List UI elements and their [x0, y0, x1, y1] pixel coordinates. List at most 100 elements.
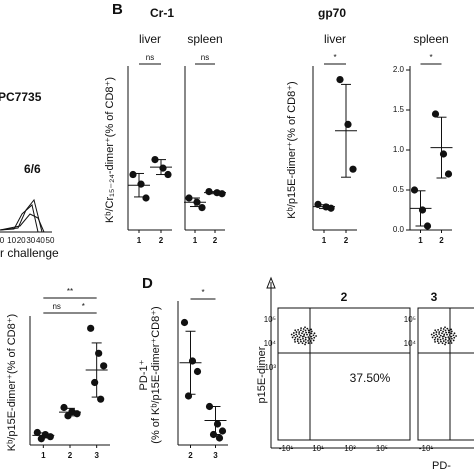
y-tick-label: 10⁴: [264, 339, 277, 348]
event-dot: [312, 334, 315, 337]
data-point: [180, 318, 189, 327]
data-point: [159, 164, 167, 172]
event-dot: [300, 340, 302, 343]
quadrant-label: 37.50%: [350, 371, 391, 385]
event-dot: [310, 328, 313, 331]
plot-title: 2: [341, 290, 348, 304]
event-dot: [430, 333, 433, 336]
x-tick-label: 10³: [344, 444, 356, 453]
event-dot: [455, 335, 457, 337]
event-dot: [450, 330, 453, 333]
data-point: [142, 194, 150, 202]
significance-label: ns: [146, 53, 154, 62]
event-dot: [433, 334, 435, 337]
event-dot: [294, 336, 297, 339]
data-point: [137, 180, 145, 188]
x-tick-label: 50: [46, 236, 55, 245]
event-dot: [307, 331, 310, 334]
event-dot: [440, 340, 442, 343]
section-title: Cr-1: [150, 6, 174, 20]
event-dot: [310, 340, 312, 342]
chart-title: liver: [324, 32, 346, 46]
x-tick-label: 30: [26, 236, 35, 245]
event-dot: [442, 328, 445, 330]
x-tick-label: 2: [188, 451, 193, 460]
event-dot: [291, 336, 294, 339]
event-dot: [298, 333, 300, 335]
data-point: [193, 198, 201, 206]
y-tick-label: 10⁴: [404, 339, 417, 348]
event-dot: [307, 339, 310, 342]
x-tick-label: 20: [17, 236, 26, 245]
series-label: PC7735: [0, 90, 42, 104]
y-axis-label: (% of Kᵇ/p15E-dimer⁺CD8⁺): [150, 306, 162, 443]
event-dot: [444, 343, 446, 346]
x-tick-label: 3: [213, 451, 218, 460]
event-dot: [444, 341, 447, 344]
data-point: [215, 434, 224, 442]
event-dot: [439, 329, 442, 332]
event-dot: [310, 332, 313, 335]
y-axis-label: Kᵇ/p15E-dimer⁺(% of CD8⁺): [6, 314, 18, 451]
survival-curves: [0, 198, 52, 233]
x-tick-label: 2: [159, 236, 164, 245]
event-dot: [437, 342, 440, 345]
event-dot: [440, 327, 442, 330]
event-dot: [299, 329, 302, 332]
x-tick-label: 2: [68, 451, 73, 460]
x-tick-label: 1: [41, 451, 46, 460]
event-dot: [306, 327, 309, 330]
event-dot: [452, 334, 455, 337]
event-dot: [296, 338, 299, 341]
event-dot: [444, 329, 447, 332]
data-point: [73, 410, 81, 418]
data-point: [60, 403, 68, 412]
data-point: [218, 427, 227, 435]
event-dot: [307, 336, 310, 339]
data-point: [418, 206, 427, 214]
event-dot: [432, 332, 435, 334]
event-dot: [447, 342, 450, 344]
event-dot: [299, 338, 302, 341]
significance-label: *: [429, 53, 432, 62]
data-point: [336, 76, 344, 84]
event-dot: [441, 342, 444, 345]
x-tick-label: 1: [418, 236, 423, 245]
y-tick-label: 1.0: [393, 145, 405, 154]
event-dot: [447, 329, 450, 332]
event-dot: [304, 341, 307, 344]
data-point: [188, 357, 197, 365]
event-dot: [447, 336, 450, 339]
event-dot: [434, 336, 437, 339]
event-dot: [299, 334, 302, 337]
data-point: [87, 324, 95, 332]
panel-letter: B: [112, 1, 123, 18]
event-dot: [444, 326, 446, 329]
event-dot: [443, 333, 446, 336]
event-dot: [310, 330, 313, 333]
data-point: [314, 200, 322, 208]
event-dot: [301, 332, 303, 335]
data-point: [205, 402, 214, 411]
data-point: [205, 188, 213, 196]
event-dot: [304, 326, 306, 329]
event-dot: [442, 330, 445, 333]
x-tick-label: 10¹: [312, 444, 324, 453]
x-tick-label: -10¹: [419, 444, 434, 453]
event-dot: [444, 338, 447, 341]
y-axis-label: p15E-dimer: [256, 346, 268, 403]
event-dot: [435, 331, 438, 333]
data-point: [129, 170, 137, 179]
event-dot: [439, 334, 442, 337]
event-dot: [453, 336, 456, 339]
x-tick-label: 2: [439, 236, 444, 245]
data-point: [33, 428, 41, 437]
event-dot: [315, 335, 317, 337]
data-point: [431, 110, 440, 118]
event-dot: [436, 338, 439, 341]
event-dot: [447, 331, 450, 334]
data-point: [218, 190, 226, 198]
y-tick-label: 0.0: [393, 225, 405, 234]
event-dot: [439, 338, 442, 341]
x-tick-label: 40: [36, 236, 45, 245]
